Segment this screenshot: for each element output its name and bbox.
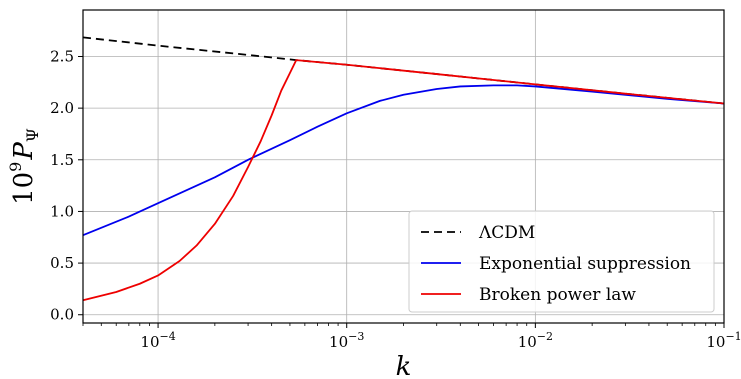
x-tick-label: 10−1 [706,330,741,351]
y-tick-label: 2.0 [50,99,74,117]
y-axis-label-subscript: Ψ [23,128,42,142]
x-tick-exponent: −2 [537,330,553,343]
legend: ΛCDM Exponential suppression Broken power … [408,210,715,313]
y-axis-label-exponent: 9 [6,162,25,172]
x-tick-mantissa: 10 [706,333,725,351]
x-tick-label: 10−2 [518,330,553,351]
y-tick-label: 2.5 [50,47,74,65]
y-tick-label: 1.0 [50,202,74,220]
legend-label-2: Exponential suppression [479,254,691,274]
x-tick-label: 10−4 [140,330,175,351]
x-axis-label: k [396,352,412,379]
x-tick-mantissa: 10 [140,333,159,351]
legend-box [408,210,715,313]
y-axis-label-base: 10 [9,172,39,205]
y-axis-label: 109PΨ [6,128,42,205]
y-tick-label: 0.5 [50,254,74,272]
axis-ticks [78,55,725,328]
grid-lines [83,10,725,323]
x-tick-exponent: −4 [160,330,176,343]
x-tick-exponent: −3 [348,330,364,343]
x-tick-mantissa: 10 [518,333,537,351]
legend-label-1: ΛCDM [478,223,535,243]
plot-area [82,36,725,302]
y-tick-labels: 0.0 0.5 1.0 1.5 2.0 2.5 [50,47,74,323]
series-line-2 [82,84,725,237]
y-axis-label-symbol: P [9,142,39,161]
series-line-3 [82,59,725,302]
x-tick-label: 10−3 [329,330,364,351]
x-tick-labels: 10−4 10−3 10−2 10−1 [140,330,741,351]
x-tick-mantissa: 10 [329,333,348,351]
y-tick-label: 0.0 [50,306,74,324]
legend-label-3: Broken power law [479,285,636,305]
y-tick-label: 1.5 [50,151,74,169]
x-tick-exponent: −1 [725,330,741,343]
